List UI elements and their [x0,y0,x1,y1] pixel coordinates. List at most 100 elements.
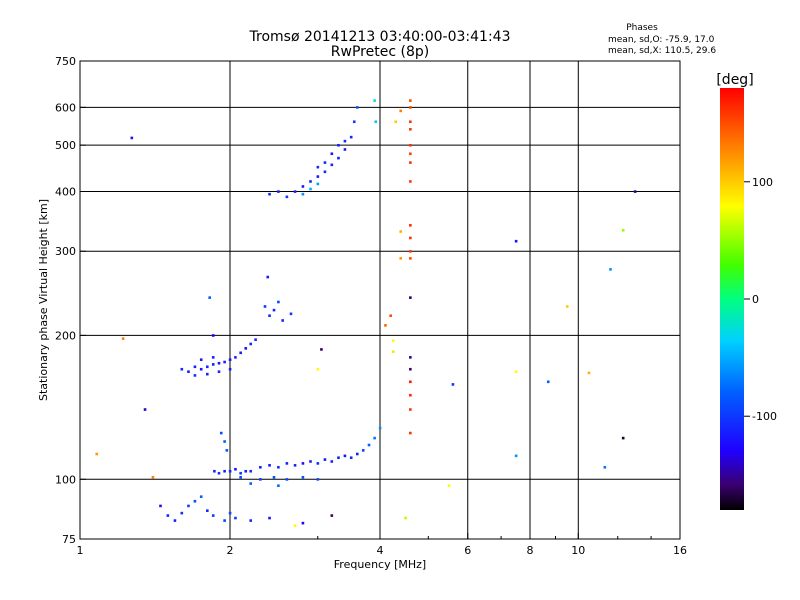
echo-point [217,471,221,475]
echo-point [603,465,607,469]
echo-point [239,471,242,475]
echo-point [587,371,591,375]
echo-point [378,426,382,430]
colorbar-tick-label: -100 [752,410,777,423]
echo-point [330,152,334,156]
echo-point [514,370,518,373]
echo-point [268,516,271,520]
echo-point [409,431,412,435]
x-tick-label: 2 [227,544,234,557]
echo-point [268,314,271,318]
echo-point [409,161,412,164]
echo-point [409,257,412,260]
stats-line-x: mean, sd,X: 110.5, 29.6 [608,46,716,56]
echo-point [565,305,569,308]
echo-point [272,308,276,312]
echo-point [285,195,289,199]
echo-point [330,163,334,167]
echo-point [213,469,216,473]
echo-point [301,192,305,196]
x-tick-label: 4 [377,544,384,557]
echo-point [263,305,267,308]
echo-point [285,462,289,465]
echo-point [409,296,412,299]
y-tick-label: 750 [55,55,76,68]
y-tick-label: 400 [55,185,76,198]
echo-point [394,120,398,124]
echo-point [143,408,147,411]
echo-point [244,469,248,473]
chart-title: Tromsø 20141213 03:40:00-03:41:43 [249,29,511,45]
echo-point [266,275,270,279]
echo-point [391,339,395,343]
echo-point [166,514,170,517]
echo-point [249,519,253,522]
echo-point [337,143,340,147]
colorbar-tick-label: 0 [752,293,759,306]
echo-point [320,348,323,351]
echo-point [621,436,625,440]
echo-point [223,440,226,443]
echo-point [228,358,232,361]
echo-point [289,312,293,316]
echo-point [316,367,320,371]
echo-point [309,460,312,463]
echo-point [301,476,305,479]
echo-point [234,516,237,520]
echo-point [349,135,353,139]
echo-point [355,452,359,456]
stats-heading: Phases [626,23,658,33]
echo-point [389,314,392,318]
echo-point [316,462,320,465]
echo-point [361,449,365,452]
echo-point [272,476,276,479]
echo-point [316,182,320,186]
echo-point [399,109,403,113]
x-tick-label: 6 [464,544,471,557]
echo-point [211,356,215,359]
echo-point [352,120,356,124]
axis-ticks: 1 2 4 6 8 10 16 75 100 200 300 400 500 600 750 [55,55,687,557]
echo-point [249,482,253,485]
echo-point [259,465,262,469]
echo-point [343,148,347,151]
echo-point [187,504,190,508]
echo-point [367,443,371,447]
echo-point [268,464,271,467]
echo-point [223,360,226,364]
echo-point [409,106,412,109]
echo-point [330,460,334,463]
echo-point [633,190,637,193]
y-tick-label: 300 [55,245,76,258]
echo-point [293,524,297,528]
echo-point [234,467,237,471]
echo-point [309,187,312,191]
echo-point [337,156,340,160]
echo-point [355,106,359,109]
echo-point [447,484,451,488]
echo-point [621,228,625,232]
echo-point [409,250,412,253]
echo-point [211,514,215,517]
y-tick-label: 500 [55,139,76,152]
data-points [95,99,637,528]
echo-point [343,454,347,458]
echo-point [316,165,320,169]
echo-point [239,351,242,355]
echo-point [399,230,403,233]
echo-point [277,465,280,469]
echo-point [130,136,134,140]
colorbar-label: [deg] [716,72,753,88]
echo-point [546,380,550,384]
echo-point [217,361,221,365]
echo-point [239,476,242,479]
echo-point [451,383,455,386]
echo-point [95,452,99,456]
echo-point [223,519,226,522]
echo-point [193,499,197,503]
x-tick-label: 8 [527,544,534,557]
echo-point [173,519,177,522]
echo-point [244,347,248,350]
echo-point [609,268,612,271]
